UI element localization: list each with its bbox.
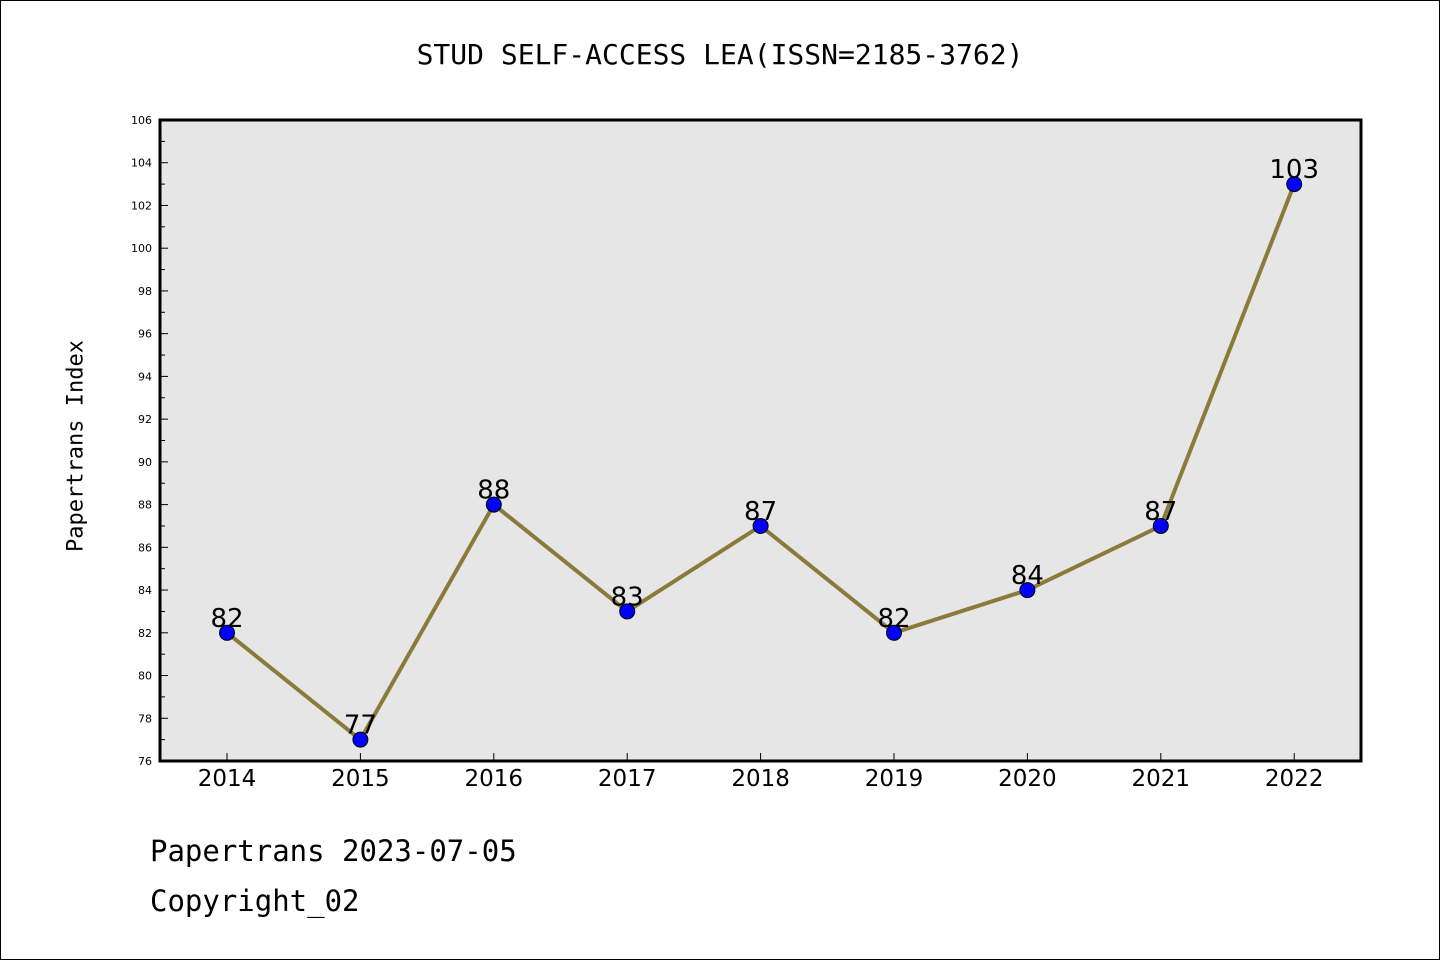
data-point: [619, 603, 636, 620]
chart-title: STUD SELF-ACCESS LEA(ISSN=2185-3762): [416, 38, 1024, 71]
data-label: 82: [877, 604, 910, 634]
y-tick-label: 100: [131, 242, 152, 255]
data-label: 84: [1011, 561, 1044, 591]
plot-frame: [158, 118, 1363, 763]
data-label: 88: [477, 476, 510, 506]
y-tick-label: 80: [138, 670, 152, 683]
footer-date: Papertrans 2023-07-05: [150, 834, 517, 868]
plot-area: [160, 120, 1361, 761]
data-point: [1152, 517, 1169, 534]
data-label: 103: [1269, 155, 1319, 185]
y-tick-label: 92: [138, 413, 152, 426]
y-tick-label: 88: [138, 499, 152, 512]
data-point: [1019, 582, 1036, 599]
data-point: [219, 624, 235, 641]
data-point: [485, 496, 502, 513]
data-point: [752, 517, 769, 534]
y-tick-label: 98: [138, 285, 152, 298]
x-tick-label: 2018: [731, 766, 790, 792]
x-tick-label: 2021: [1132, 766, 1191, 792]
x-tick-label: 2016: [465, 766, 524, 792]
data-label: 87: [744, 497, 777, 527]
y-tick-label: 82: [138, 627, 152, 640]
data-point: [352, 731, 369, 748]
y-tick-label: 84: [138, 584, 152, 597]
y-tick-label: 90: [138, 456, 152, 469]
data-point: [886, 624, 902, 641]
x-tick-label: 2015: [331, 766, 390, 792]
x-tick-label: 2017: [598, 766, 657, 792]
data-point: [1286, 176, 1303, 193]
y-tick-label: 96: [138, 328, 152, 341]
x-tick-label: 2022: [1265, 766, 1324, 792]
y-tick-label: 104: [131, 157, 152, 170]
y-tick-label: 106: [131, 114, 152, 127]
data-label: 87: [1144, 497, 1177, 527]
data-label: 82: [210, 604, 243, 634]
y-tick-label: 94: [138, 370, 152, 383]
x-tick-label: 2020: [998, 766, 1057, 792]
data-label: 77: [344, 711, 377, 741]
data-label: 83: [611, 582, 644, 612]
x-tick-label: 2019: [865, 766, 924, 792]
y-tick-label: 86: [138, 541, 152, 554]
y-tick-label: 78: [138, 712, 152, 725]
x-tick-label: 2014: [198, 766, 257, 792]
footer-copyright: Copyright_02: [150, 884, 360, 918]
y-tick-label: 102: [131, 199, 152, 212]
y-tick-label: 76: [138, 755, 152, 768]
